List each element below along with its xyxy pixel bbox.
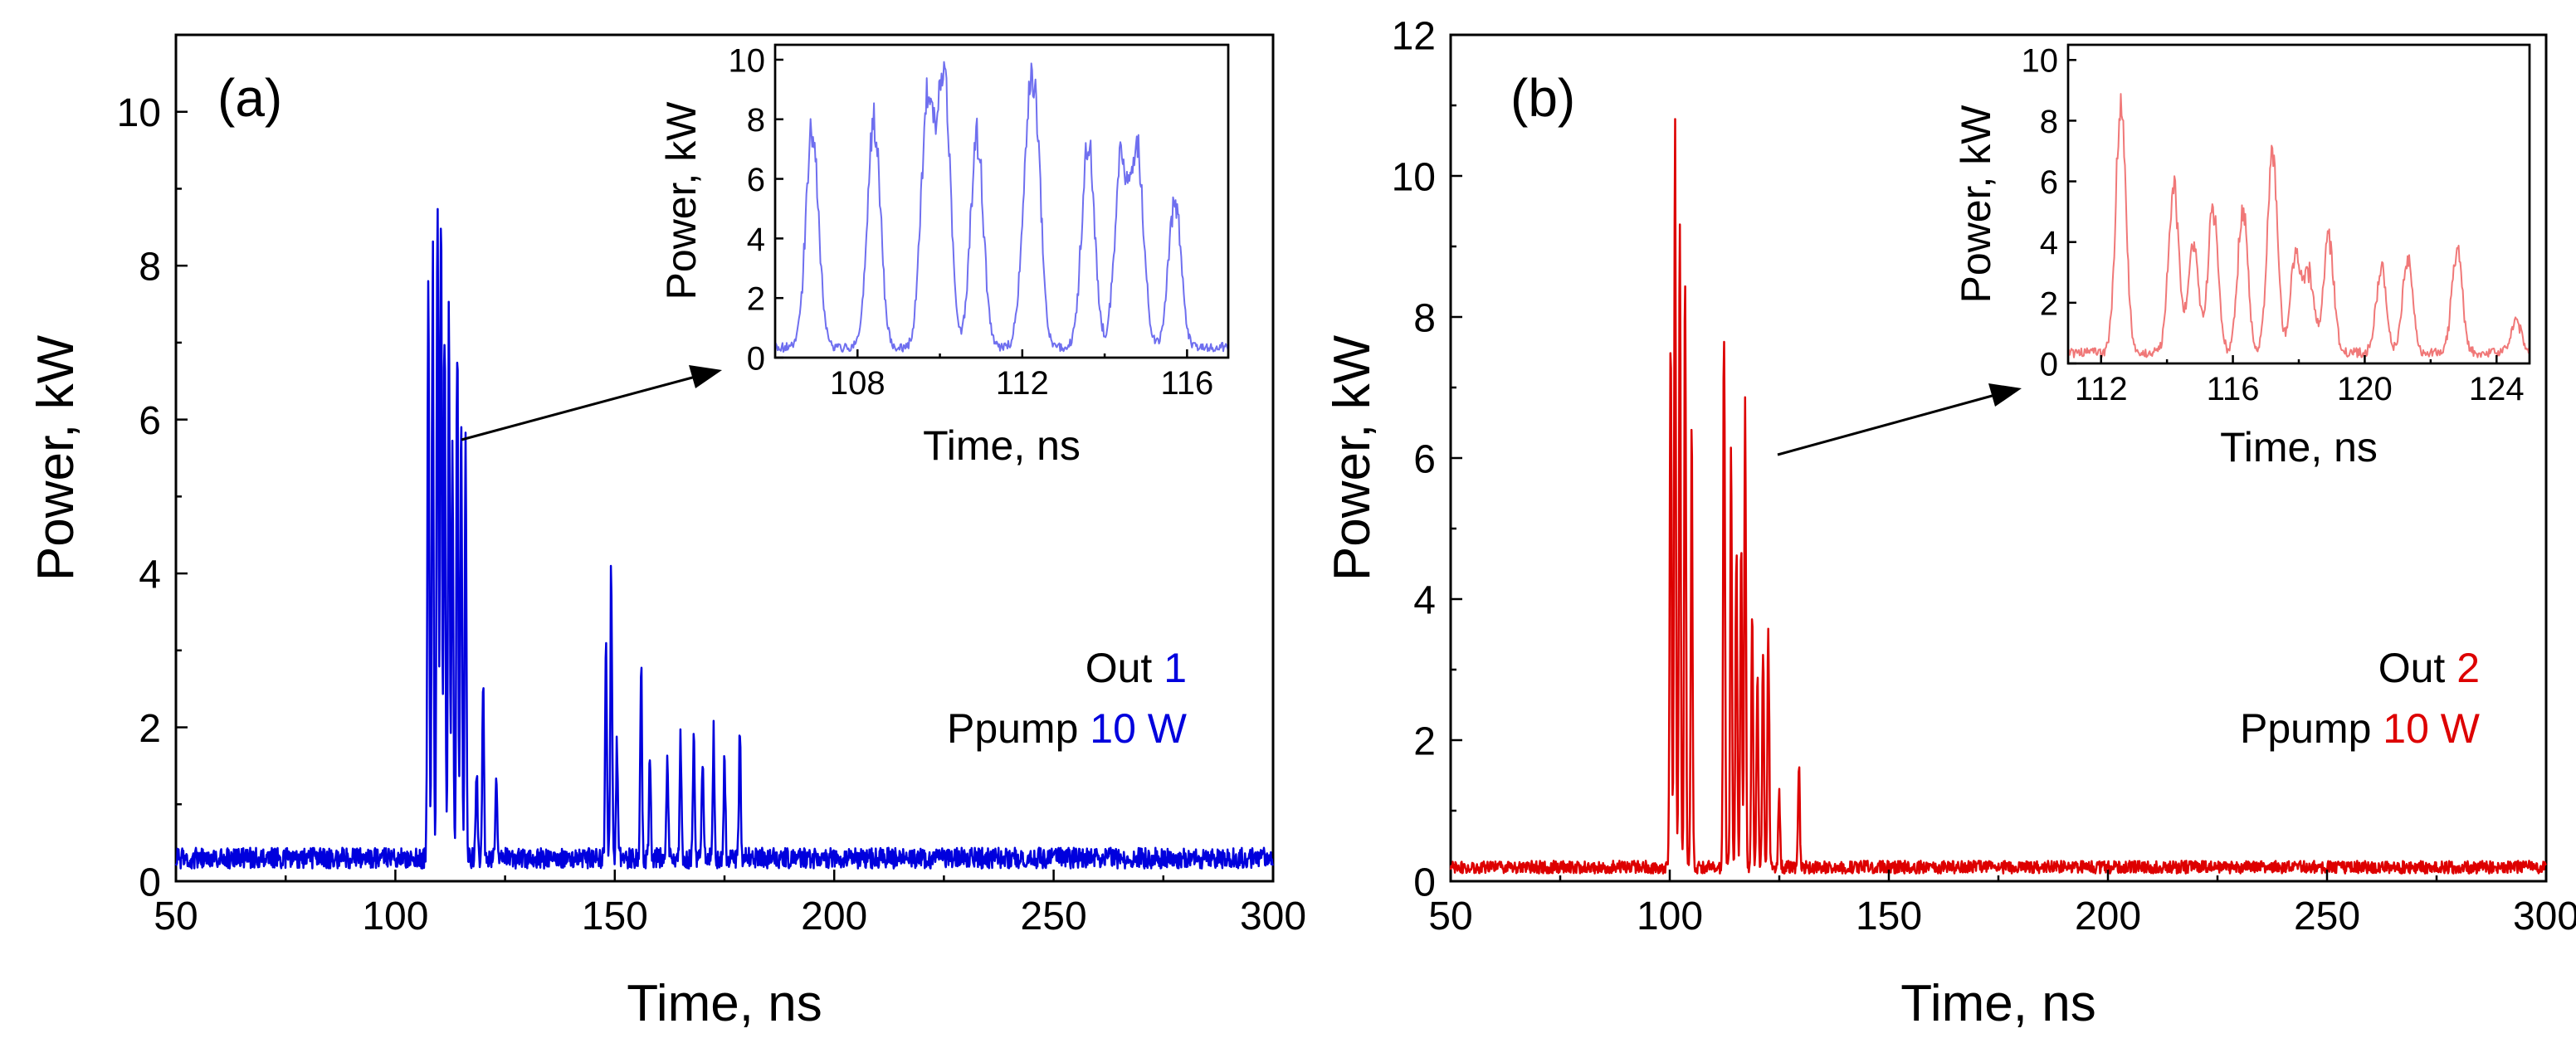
panel-b-inset-y-tick-label: 8 xyxy=(2040,104,2058,140)
panel-b-inset-x-tick-label: 124 xyxy=(2469,371,2525,407)
panel-b-y-tick-label: 6 xyxy=(1413,437,1436,481)
panel-a-inset-y-tick-label: 4 xyxy=(747,222,765,258)
svg-text:Ppump 10 W: Ppump 10 W xyxy=(2240,705,2481,752)
panel-a-power-trace xyxy=(174,207,1274,870)
panel-b-x-tick-label: 150 xyxy=(1856,894,1922,938)
panel-b-inset: 112 116 120 124 0 2 4 6 8 10 Time, ns Power, kW xyxy=(1953,43,2531,470)
panel-b-y-tick-label: 0 xyxy=(1413,860,1436,904)
panel-b-inset-x-tick-label: 116 xyxy=(2207,371,2260,407)
panel-a-y-tick-label: 4 xyxy=(139,553,161,597)
panel-b-inset-ticks: 112 116 120 124 0 2 4 6 8 10 xyxy=(2022,43,2525,407)
panel-b-inset-frame xyxy=(2066,43,2531,365)
panel-a-x-axis-label: Time, ns xyxy=(627,975,822,1032)
panel-a-x-tick-label: 300 xyxy=(1240,894,1306,938)
panel-a-inset-x-tick-label: 112 xyxy=(996,365,1049,402)
panel-a-inset-y-tick-label: 0 xyxy=(747,340,765,377)
panel-a-x-tick-label: 250 xyxy=(1021,894,1087,938)
panel-b-inset-y-tick-label: 10 xyxy=(2022,43,2059,80)
panel-b-x-tick-label: 100 xyxy=(1637,894,1703,938)
panel-a-inset-frame xyxy=(773,43,1230,359)
panel-b-x-tick-label: 50 xyxy=(1428,894,1472,938)
panel-a-inset-trace xyxy=(774,61,1229,353)
panel-a-y-tick-label: 0 xyxy=(139,860,161,904)
panel-a-inset-x-tick-label: 116 xyxy=(1160,365,1213,402)
panel-b-inset-y-tick-label: 6 xyxy=(2040,164,2058,201)
panel-b-inset-x-tick-label: 120 xyxy=(2337,371,2393,407)
legend-out-label: Out xyxy=(1086,645,1164,691)
panel-a-label: (a) xyxy=(217,68,282,128)
panel-a-zoom-arrowhead xyxy=(689,365,722,388)
panel-b-y-tick-label: 2 xyxy=(1413,719,1436,763)
panel-b-inset-trace xyxy=(2067,93,2530,358)
panel-a-inset-y-label: Power, kW xyxy=(658,101,705,300)
legend-pump-value: 10 W xyxy=(1090,705,1188,752)
panel-b-inset-y-tick-label: 2 xyxy=(2040,285,2058,322)
panel-b-inset-y-tick-label: 4 xyxy=(2040,225,2058,261)
panel-a-inset-y-tick-label: 8 xyxy=(747,102,765,139)
panel-a-x-tick-label: 200 xyxy=(801,894,867,938)
panel-a-inset: 108 112 116 0 2 4 6 8 10 Time, ns Power, kW xyxy=(658,42,1230,469)
panel-b-power-trace xyxy=(1449,118,2547,875)
panel-a-inset-x-tick-label: 108 xyxy=(830,365,886,402)
legend-pump-value: 10 W xyxy=(2383,705,2481,752)
panel-b-y-tick-label: 10 xyxy=(1392,155,1436,199)
panel-a-inset-y-tick-label: 6 xyxy=(747,162,765,198)
panel-b-y-tick-label: 4 xyxy=(1413,578,1436,622)
panel-a-inset-ticks: 108 112 116 0 2 4 6 8 10 xyxy=(729,42,1214,402)
panel-b-inset-y-tick-label: 0 xyxy=(2040,346,2058,383)
panel-b-zoom-arrowhead xyxy=(1988,383,2022,407)
panel-a-y-axis-label: Power, kW xyxy=(27,334,85,581)
panel-a-zoom-arrow xyxy=(461,375,696,441)
svg-text:Out 1: Out 1 xyxy=(1086,645,1187,691)
legend-pump-label: Ppump xyxy=(947,705,1090,752)
panel-a-x-tick-label: 100 xyxy=(362,894,428,938)
panel-b-inset-x-tick-label: 112 xyxy=(2075,371,2128,407)
panel-b-label: (b) xyxy=(1510,68,1575,128)
panel-b-legend: Out 2 Ppump 10 W xyxy=(2240,645,2481,752)
panel-a-inset-x-label: Time, ns xyxy=(923,422,1081,469)
panel-a-y-tick-label: 10 xyxy=(117,91,161,135)
panel-b-x-tick-label: 300 xyxy=(2513,894,2576,938)
panel-b-x-tick-label: 200 xyxy=(2075,894,2141,938)
panel-b-y-axis-label: Power, kW xyxy=(1324,334,1381,581)
panel-b-x-axis-label: Time, ns xyxy=(1900,975,2095,1032)
legend-pump-label: Ppump xyxy=(2240,705,2383,752)
panel-b-y-tick-label: 12 xyxy=(1392,14,1436,58)
panel-b-inset-x-label: Time, ns xyxy=(2220,424,2378,470)
panel-a-legend: Out 1 Ppump 10 W xyxy=(947,645,1188,752)
legend-out-value: 2 xyxy=(2456,645,2480,691)
svg-text:Ppump 10 W: Ppump 10 W xyxy=(947,705,1188,752)
legend-out-value: 1 xyxy=(1164,645,1187,691)
panel-a-y-tick-label: 6 xyxy=(139,399,161,443)
panel-a-x-tick-label: 50 xyxy=(154,894,198,938)
panel-a-x-tick-label: 150 xyxy=(582,894,648,938)
panel-b-y-tick-label: 8 xyxy=(1413,296,1436,340)
panel-a-inset-border xyxy=(773,43,1230,359)
panel-b-zoom-arrow xyxy=(1777,393,1996,456)
panel-b-x-tick-label: 250 xyxy=(2294,894,2360,938)
panel-a-y-tick-label: 2 xyxy=(139,707,161,751)
panel-b-inset-y-label: Power, kW xyxy=(1953,105,1999,304)
legend-out-label: Out xyxy=(2378,645,2456,691)
svg-text:Out 2: Out 2 xyxy=(2378,645,2480,691)
panel-a-inset-y-tick-label: 2 xyxy=(747,281,765,318)
panel-a-y-tick-label: 8 xyxy=(139,245,161,289)
panel-a-inset-y-tick-label: 10 xyxy=(729,42,766,79)
